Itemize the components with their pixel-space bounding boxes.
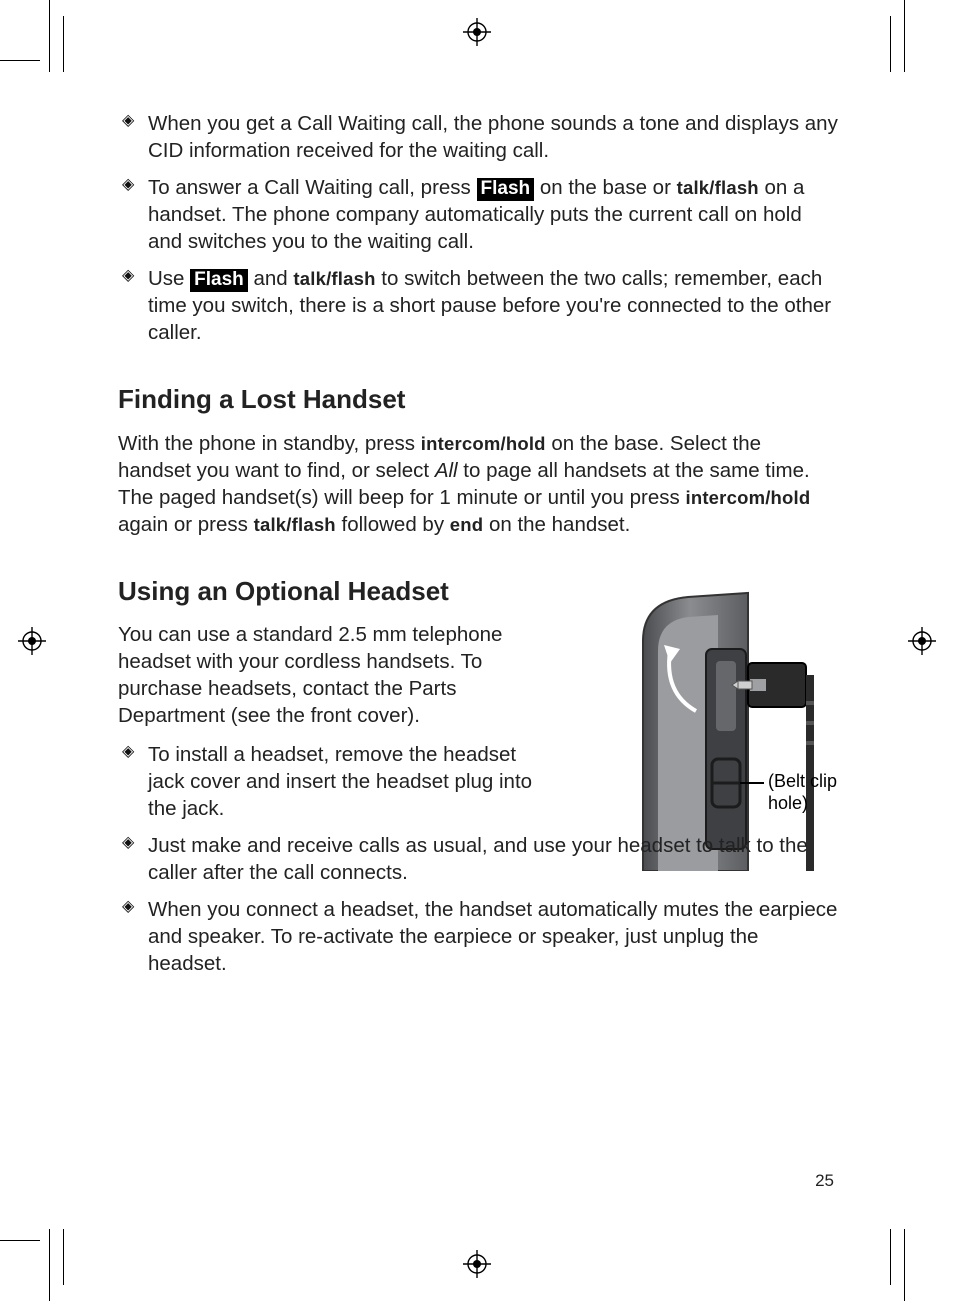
bullet-item: To install a headset, remove the headset… (118, 741, 558, 822)
page-number: 25 (815, 1171, 834, 1191)
crop-mark (63, 16, 64, 72)
flash-key-label: Flash (190, 269, 248, 292)
talk-flash-key-label: talk/flash (677, 177, 759, 198)
text-run: on the handset. (483, 513, 630, 536)
registration-mark-icon (908, 627, 936, 660)
text-run: followed by (336, 513, 450, 536)
crop-mark (904, 0, 905, 72)
crop-mark (49, 1229, 50, 1301)
svg-text:hole): hole) (768, 793, 808, 813)
text-run: on the base or (534, 176, 676, 199)
bullet-item: Just make and receive calls as usual, an… (118, 832, 838, 886)
bullet-text: Just make and receive calls as usual, an… (148, 834, 808, 884)
headset-intro-paragraph: You can use a standard 2.5 mm telephone … (118, 621, 558, 729)
text-run: Use (148, 267, 190, 290)
page-content: When you get a Call Waiting call, the ph… (118, 110, 838, 988)
registration-mark-icon (463, 18, 491, 51)
bullet-item: When you get a Call Waiting call, the ph… (118, 110, 838, 164)
finding-lost-handset-paragraph: With the phone in standby, press interco… (118, 430, 838, 538)
registration-mark-icon (18, 627, 46, 660)
talk-flash-key-label: talk/flash (254, 514, 336, 535)
crop-mark (904, 1229, 905, 1301)
crop-mark (63, 1229, 64, 1285)
crop-mark (49, 0, 50, 72)
call-waiting-bullets: When you get a Call Waiting call, the ph… (118, 110, 838, 346)
bullet-text: When you get a Call Waiting call, the ph… (148, 112, 838, 162)
bullet-text: To install a headset, remove the headset… (148, 743, 532, 820)
flash-key-label: Flash (477, 178, 535, 201)
text-run: and (248, 267, 294, 290)
bullet-item: When you connect a headset, the handset … (118, 896, 838, 977)
text-run: With the phone in standby, press (118, 432, 421, 455)
intercom-hold-key-label: intercom/hold (421, 433, 546, 454)
bullet-item: Use Flash and talk/flash to switch betwe… (118, 265, 838, 346)
all-option-label: All (435, 459, 458, 482)
crop-mark (0, 1240, 40, 1241)
text-run: To answer a Call Waiting call, press (148, 176, 477, 199)
finding-lost-handset-heading: Finding a Lost Handset (118, 384, 838, 415)
headset-section: (Belt clip hole) (Belt clip hole) You ca… (118, 621, 838, 978)
crop-mark (890, 16, 891, 72)
headset-figure: (Belt clip hole) (Belt clip hole) (588, 591, 848, 871)
registration-mark-icon (463, 1250, 491, 1283)
svg-text:(Belt clip: (Belt clip (768, 771, 837, 791)
bullet-item: To answer a Call Waiting call, press Fla… (118, 174, 838, 255)
crop-mark (890, 1229, 891, 1285)
end-key-label: end (450, 514, 484, 535)
bullet-text: When you connect a headset, the handset … (148, 898, 837, 975)
crop-mark (0, 60, 40, 61)
intercom-hold-key-label: intercom/hold (685, 487, 810, 508)
text-run: again or press (118, 513, 254, 536)
talk-flash-key-label: talk/flash (293, 268, 375, 289)
